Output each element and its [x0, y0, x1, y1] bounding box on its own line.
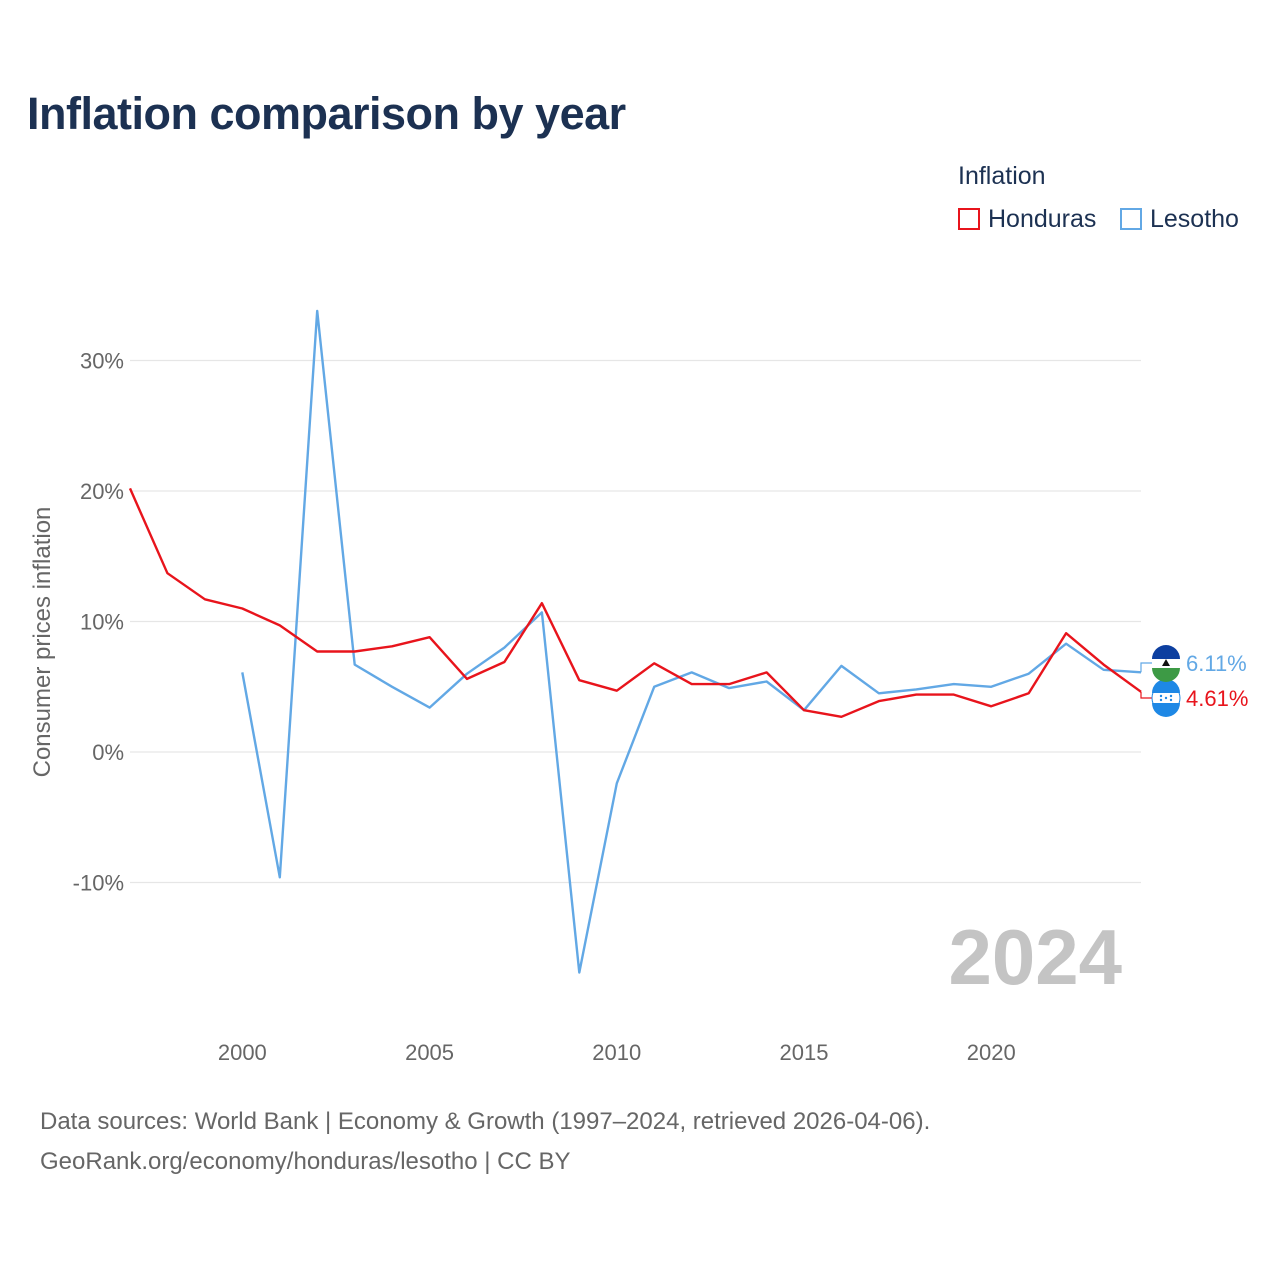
y-tick-label: -10%: [73, 871, 124, 896]
y-axis-label: Consumer prices inflation: [29, 507, 56, 778]
legend-title: Inflation: [958, 162, 1046, 190]
series-line-lesotho[interactable]: [241, 309, 1142, 974]
legend-swatch-lesotho: [1120, 208, 1142, 230]
series-line-honduras[interactable]: [128, 487, 1142, 718]
legend-item-honduras[interactable]: Honduras: [958, 204, 1096, 234]
footer-attribution: GeoRank.org/economy/honduras/lesotho | C…: [40, 1148, 571, 1175]
year-watermark: 2024: [948, 913, 1122, 1001]
x-tick-label: 2020: [967, 1040, 1016, 1065]
x-tick-label: 2005: [405, 1040, 454, 1065]
x-tick-label: 2010: [592, 1040, 641, 1065]
x-tick-label: 2015: [780, 1040, 829, 1065]
y-tick-label: 20%: [80, 479, 124, 504]
footer-sources: Data sources: World Bank | Economy & Gro…: [40, 1108, 931, 1135]
legend-item-lesotho[interactable]: Lesotho: [1120, 204, 1239, 234]
legend-swatch-honduras: [958, 208, 980, 230]
end-connector: [1140, 662, 1152, 673]
y-tick-label: 10%: [80, 610, 124, 635]
lesotho-flag-icon: [1152, 645, 1180, 682]
x-tick-label: 2000: [218, 1040, 267, 1065]
y-tick-label: 0%: [92, 740, 124, 765]
legend-label-honduras: Honduras: [988, 204, 1097, 233]
chart-title: Inflation comparison by year: [27, 88, 626, 139]
legend-label-lesotho: Lesotho: [1150, 204, 1239, 233]
honduras-flag-icon: [1151, 679, 1181, 717]
end-value-label-honduras: 4.61%: [1186, 686, 1248, 711]
end-connector: [1140, 691, 1152, 699]
end-value-label-lesotho: 6.11%: [1186, 651, 1247, 676]
y-tick-label: 30%: [80, 349, 124, 374]
